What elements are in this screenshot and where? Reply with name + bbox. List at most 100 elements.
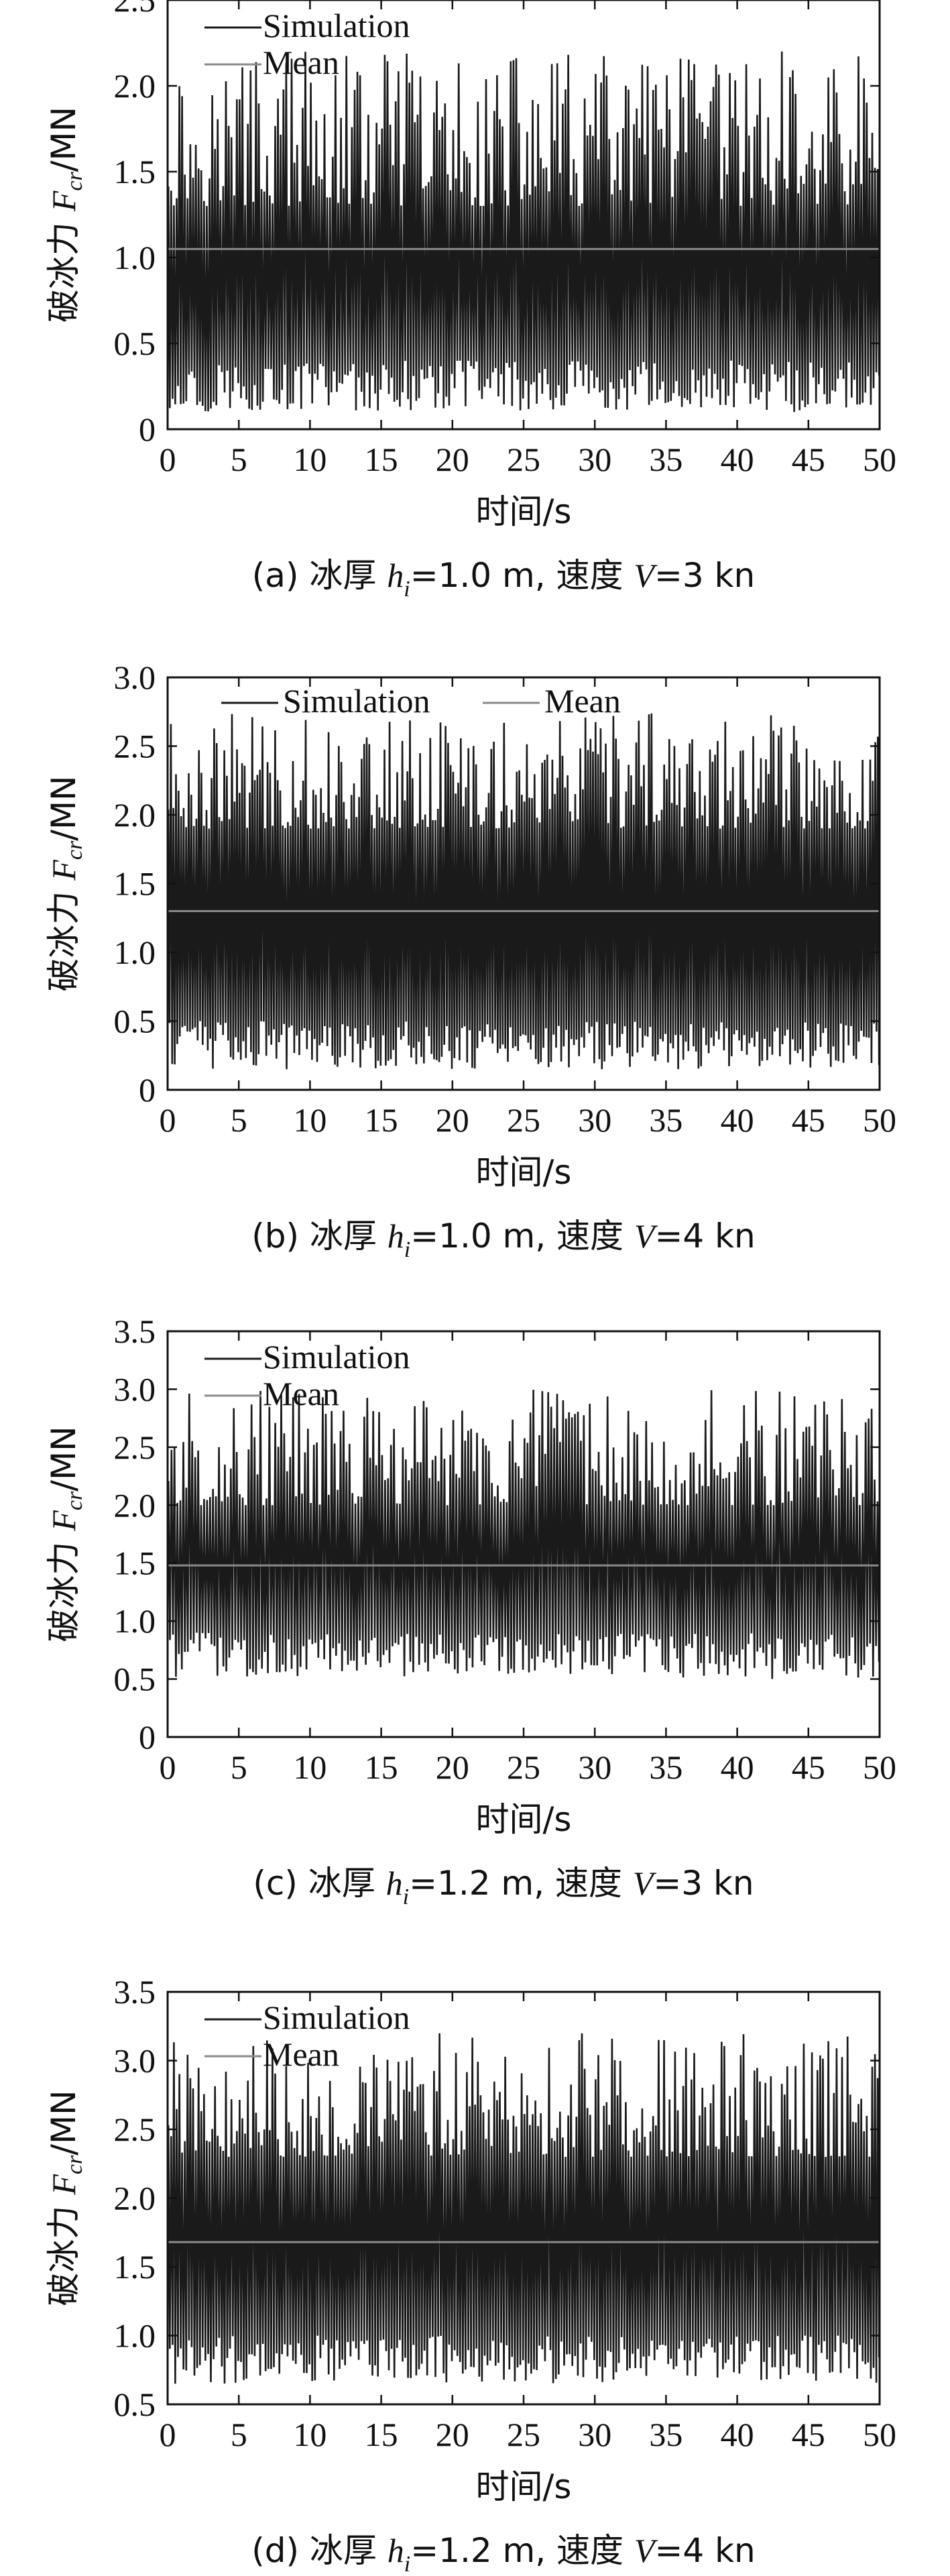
y-tick-label: 2.5: [114, 0, 156, 19]
legend-mean-label: Mean: [544, 682, 621, 720]
x-tick-label: 35: [649, 441, 682, 478]
y-tick-label: 1.0: [114, 934, 156, 971]
y-tick-label: 1.5: [114, 865, 156, 903]
x-tick-label: 20: [436, 1101, 469, 1139]
y-tick-label: 0.5: [114, 325, 156, 362]
y-tick-label: 0: [139, 410, 156, 448]
y-tick-label: 2.5: [114, 2111, 156, 2148]
x-tick-label: 20: [436, 1748, 469, 1786]
y-axis-title: 破冰力 Fcr/MN: [44, 107, 87, 323]
y-tick-label: 3.0: [114, 659, 156, 696]
x-tick-label: 50: [863, 441, 896, 478]
y-tick-label: 3.5: [114, 1312, 156, 1350]
legend-simulation-label: Simulation: [283, 682, 430, 720]
x-tick-label: 45: [792, 2416, 825, 2453]
x-tick-label: 35: [649, 1748, 682, 1786]
panel-c: 0 5 10 15 20 25 30 35 40 45 50 0 0.5 1.0 1.5 2.0 2.5 3.0 3…: [44, 1312, 896, 1909]
series-simulation-line: [166, 1390, 880, 1679]
panel-b: 0 5 10 15 20 25 30 35 40 45 50 0 0.5 1.0 1.5 2.0 2.5 3.0 破…: [44, 659, 896, 1262]
x-tick-label: 40: [721, 441, 754, 478]
panel-caption: (a) 冰厚 hi=1.0 m, 速度 V=3 kn: [252, 556, 755, 602]
panel-caption: (c) 冰厚 hi=1.2 m, 速度 V=3 kn: [253, 1864, 754, 1909]
y-tick-label: 2.0: [114, 1486, 156, 1524]
y-tick-label: 0.5: [114, 2386, 156, 2423]
y-tick-label: 0.5: [114, 1661, 156, 1698]
y-tick-label: 0: [139, 1071, 156, 1109]
x-tick-label: 5: [231, 1748, 247, 1786]
x-axis-title: 时间/s: [476, 492, 572, 531]
x-tick-label: 15: [365, 1748, 398, 1786]
x-axis-title: 时间/s: [476, 2467, 572, 2506]
x-tick-label: 10: [293, 2416, 326, 2453]
y-tick-label: 0: [139, 1718, 156, 1756]
y-tick-label: 1.0: [114, 2317, 156, 2355]
y-axis-title: 破冰力 Fcr/MN: [44, 2090, 87, 2306]
panel-caption: (d) 冰厚 hi=1.2 m, 速度 V=4 kn: [251, 2531, 756, 2576]
x-tick-label: 30: [578, 1748, 611, 1786]
y-tick-label: 2.5: [114, 728, 156, 765]
series-simulation-line: [166, 713, 880, 1070]
legend-simulation-label: Simulation: [263, 7, 410, 44]
x-tick-label: 50: [863, 2416, 896, 2453]
y-axis-title: 破冰力 Fcr/MN: [44, 1426, 87, 1642]
x-tick-label: 20: [436, 2416, 469, 2453]
x-tick-label: 40: [721, 1101, 754, 1139]
y-tick-label: 2.0: [114, 67, 156, 105]
y-tick-label: 1.5: [114, 153, 156, 190]
series-simulation-line: [166, 51, 880, 412]
y-tick-label: 0.5: [114, 1003, 156, 1040]
x-tick-label: 30: [578, 441, 611, 478]
x-tick-label: 15: [365, 2416, 398, 2453]
panel-d: 0 5 10 15 20 25 30 35 40 45 50 0.5 1.0 1.5 2.0 2.5 3.0 3.…: [44, 1973, 896, 2576]
x-tick-label: 35: [649, 2416, 682, 2453]
x-tick-label: 0: [160, 1101, 176, 1139]
x-tick-label: 45: [792, 1748, 825, 1786]
x-tick-label: 15: [365, 1101, 398, 1139]
x-tick-label: 25: [507, 441, 540, 478]
x-tick-label: 25: [507, 2416, 540, 2453]
legend: Simulation Mean: [221, 682, 621, 720]
x-axis-title: 时间/s: [476, 1800, 572, 1839]
x-tick-label: 5: [231, 2416, 247, 2453]
x-tick-label: 50: [863, 1748, 896, 1786]
panel-caption: (b) 冰厚 hi=1.0 m, 速度 V=4 kn: [251, 1217, 756, 1262]
y-tick-label: 1.0: [114, 239, 156, 276]
x-tick-label: 30: [578, 1101, 611, 1139]
x-tick-label: 0: [160, 2416, 176, 2453]
x-tick-label: 5: [231, 1101, 247, 1139]
x-tick-label: 25: [507, 1101, 540, 1139]
x-tick-label: 40: [721, 1748, 754, 1786]
panel-a: 0 5 10 15 20 25 30 35 40 45 50 0 0.5 1.0 1.5 2.0 2.5 破冰力 …: [44, 0, 896, 602]
y-tick-label: 1.5: [114, 2248, 156, 2286]
x-tick-label: 40: [721, 2416, 754, 2453]
legend-simulation-label: Simulation: [263, 1338, 410, 1376]
x-tick-label: 45: [792, 1101, 825, 1139]
x-tick-label: 10: [293, 1101, 326, 1139]
x-tick-label: 45: [792, 441, 825, 478]
y-tick-label: 1.0: [114, 1602, 156, 1640]
legend-mean-label: Mean: [263, 2035, 339, 2073]
y-tick-label: 1.5: [114, 1545, 156, 1582]
y-axis-title: 破冰力 Fcr/MN: [44, 775, 87, 991]
x-tick-label: 10: [293, 1748, 326, 1786]
x-tick-label: 30: [578, 2416, 611, 2453]
y-tick-label: 2.0: [114, 796, 156, 834]
legend-mean-label: Mean: [263, 1375, 339, 1412]
y-tick-label: 2.0: [114, 2180, 156, 2217]
legend-simulation-label: Simulation: [263, 1999, 410, 2036]
x-tick-label: 5: [231, 441, 247, 478]
series-simulation-line: [166, 2033, 880, 2384]
x-tick-label: 20: [436, 441, 469, 478]
y-tick-label: 3.0: [114, 1370, 156, 1408]
y-tick-label: 2.5: [114, 1429, 156, 1466]
x-tick-label: 35: [649, 1101, 682, 1139]
y-tick-label: 3.0: [114, 2042, 156, 2080]
x-tick-label: 0: [160, 441, 176, 478]
x-tick-label: 50: [863, 1101, 896, 1139]
x-tick-label: 0: [160, 1748, 176, 1786]
x-tick-label: 15: [365, 441, 398, 478]
